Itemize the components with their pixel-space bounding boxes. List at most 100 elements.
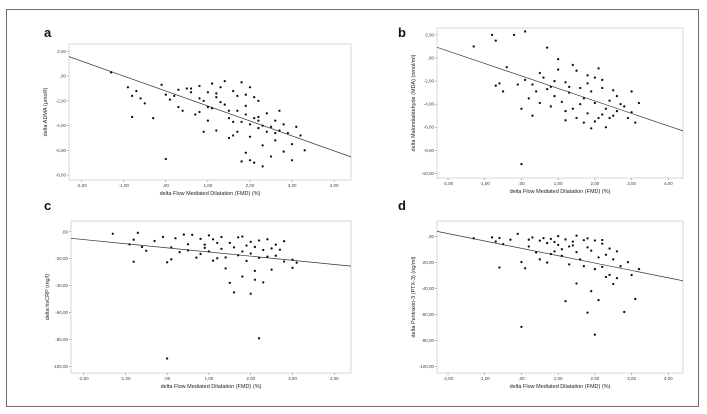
data-point — [262, 281, 265, 284]
data-point — [132, 238, 135, 241]
regression-line — [437, 46, 683, 132]
data-point — [597, 67, 600, 70]
y-tick-label: -20,00 — [421, 260, 434, 265]
data-point — [278, 109, 281, 112]
data-point — [140, 245, 144, 249]
data-point — [215, 92, 218, 95]
data-point — [597, 116, 600, 120]
data-point — [257, 115, 260, 119]
data-point — [203, 246, 206, 250]
data-point — [604, 126, 608, 129]
data-point — [215, 96, 218, 99]
data-point — [202, 130, 205, 133]
data-point — [626, 116, 630, 120]
data-point — [490, 236, 494, 239]
data-point — [199, 237, 202, 241]
data-point — [206, 91, 210, 94]
data-point — [608, 99, 611, 102]
data-point — [549, 105, 552, 108]
data-point — [568, 245, 571, 248]
data-point — [186, 243, 190, 246]
data-point — [501, 90, 505, 93]
data-point — [568, 85, 571, 88]
plot-area — [436, 27, 684, 179]
data-point — [249, 252, 252, 255]
data-point — [564, 238, 567, 241]
plot-area — [70, 220, 352, 374]
data-point — [237, 254, 240, 257]
data-point — [586, 237, 589, 240]
data-point — [295, 125, 298, 128]
data-point — [575, 282, 578, 285]
data-point — [227, 109, 231, 112]
data-point — [523, 78, 527, 82]
figure-frame: 2,00,00 -2,00 -4,00 -6,00 -8,00 -2,00 -1,00,00… — [6, 9, 699, 407]
data-point — [135, 89, 138, 93]
data-point — [219, 86, 222, 89]
data-point — [257, 119, 260, 122]
data-point — [531, 114, 534, 117]
y-tick-label: -8,00 — [56, 173, 67, 178]
data-point — [619, 103, 622, 106]
data-point — [253, 278, 257, 281]
data-point — [586, 74, 589, 77]
data-point — [269, 155, 273, 158]
data-point — [240, 160, 243, 163]
data-point — [586, 246, 589, 249]
data-point — [619, 265, 622, 268]
data-point — [231, 89, 235, 93]
data-point — [220, 235, 223, 239]
data-point — [220, 247, 223, 250]
data-point — [136, 231, 140, 234]
data-point — [153, 239, 156, 243]
data-point — [249, 292, 252, 295]
x-tick-label: ,00 — [518, 181, 525, 186]
data-point — [623, 310, 626, 314]
x-tick-label: -1,00 — [119, 183, 130, 188]
data-point — [303, 149, 306, 152]
data-point — [266, 255, 269, 258]
data-point — [282, 260, 286, 263]
x-tick-label: 2,00 — [590, 181, 599, 186]
data-point — [174, 237, 177, 240]
data-point — [211, 259, 215, 262]
data-point — [189, 87, 193, 90]
y-tick-label: -6,00 — [424, 125, 435, 130]
data-point — [472, 45, 475, 48]
data-point — [538, 71, 541, 75]
y-tick-label: -8,00 — [424, 148, 435, 153]
data-point — [498, 236, 501, 240]
data-point — [253, 96, 256, 99]
x-tick-label: 3,00 — [627, 376, 636, 381]
data-point — [232, 246, 236, 249]
data-point — [527, 245, 530, 248]
y-tick-label: -60,00 — [421, 312, 434, 317]
data-point — [248, 135, 252, 138]
regression-line — [71, 237, 351, 267]
data-point — [145, 249, 148, 252]
data-point — [512, 33, 516, 37]
data-point — [498, 82, 501, 85]
x-tick-label: 1,00 — [554, 376, 563, 381]
data-point — [257, 99, 260, 103]
data-point — [237, 236, 240, 239]
data-point — [185, 87, 189, 90]
data-point — [494, 240, 497, 243]
data-point — [231, 120, 235, 124]
data-point — [227, 136, 231, 140]
data-point — [579, 103, 582, 106]
data-point — [571, 244, 575, 247]
data-point — [534, 90, 538, 93]
panel-d: ,00 -20,00 -40,00 -60,00 -80,00 -100,00 -2,00 -… — [397, 197, 697, 390]
data-point — [186, 249, 190, 252]
data-point — [261, 124, 264, 127]
scatter-plot-b: 2,00 ,00 -2,00 -4,00 -6,00 -8,00 -10,00 -2,00 -1… — [411, 27, 684, 195]
data-point — [245, 259, 248, 263]
y-tick-label: -40,00 — [55, 283, 68, 288]
data-point — [586, 311, 589, 314]
data-point — [232, 291, 236, 294]
data-point — [626, 261, 630, 264]
data-point — [564, 109, 567, 113]
y-tick-label: ,00 — [62, 229, 69, 234]
data-point — [109, 71, 113, 74]
